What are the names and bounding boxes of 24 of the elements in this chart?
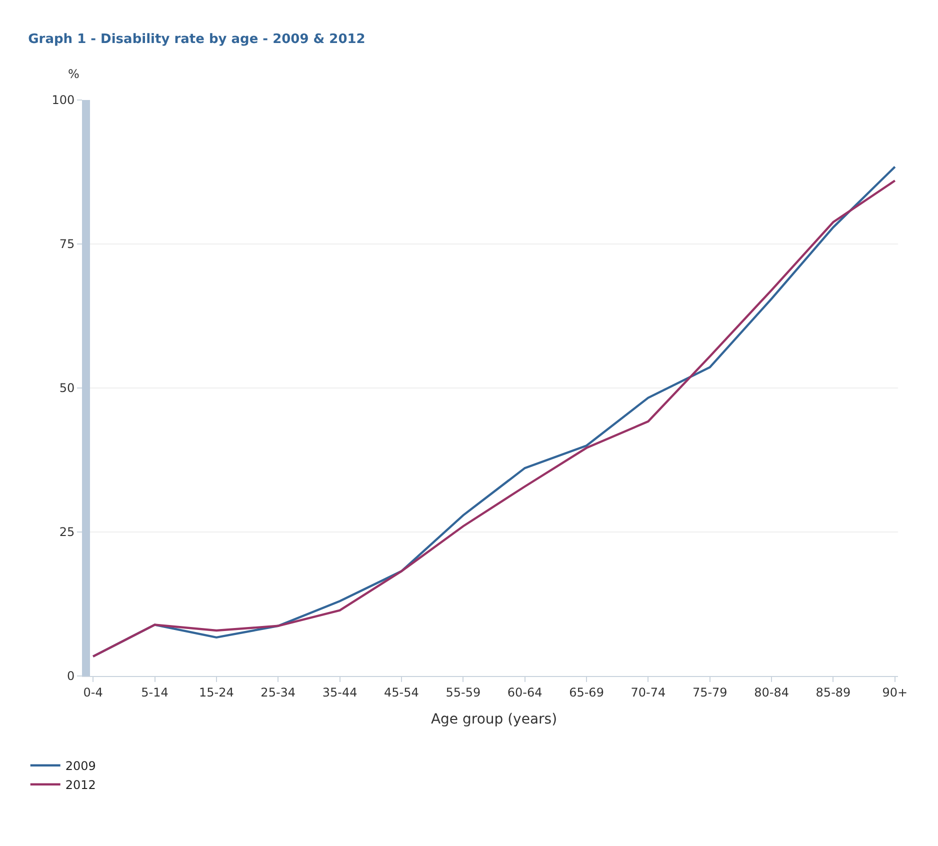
x-tick-label: 60-64 <box>507 685 542 700</box>
y-axis-title: % <box>68 67 80 81</box>
x-axis-title: Age group (years) <box>430 712 558 728</box>
x-tick-label: 5-14 <box>141 685 168 700</box>
y-tick-label: 0 <box>66 669 75 684</box>
legend-label: 2012 <box>65 778 96 792</box>
x-tick-label: 25-34 <box>260 685 296 700</box>
x-tick-label: 70-74 <box>630 685 666 700</box>
x-tick-label: 35-44 <box>322 685 358 700</box>
legend-label: 2009 <box>65 759 96 774</box>
x-tick-label: 15-24 <box>199 685 234 700</box>
chart-title: Graph 1 - Disability rate by age - 2009 & 2012 <box>28 32 366 47</box>
y-tick-label: 25 <box>59 525 75 540</box>
x-tick-label: 55-59 <box>446 685 481 700</box>
x-tick-label: 80-84 <box>754 685 789 700</box>
y-tick-label: 100 <box>52 93 75 108</box>
x-tick-label: 85-89 <box>816 685 851 700</box>
x-tick-label: 90+ <box>882 685 908 700</box>
x-tick-label: 0-4 <box>83 685 103 700</box>
x-tick-label: 45-54 <box>384 685 419 700</box>
y-tick-label: 50 <box>59 381 75 396</box>
x-tick-label: 65-69 <box>569 685 604 700</box>
y-tick-label: 75 <box>59 237 75 252</box>
x-tick-label: 75-79 <box>692 685 728 700</box>
